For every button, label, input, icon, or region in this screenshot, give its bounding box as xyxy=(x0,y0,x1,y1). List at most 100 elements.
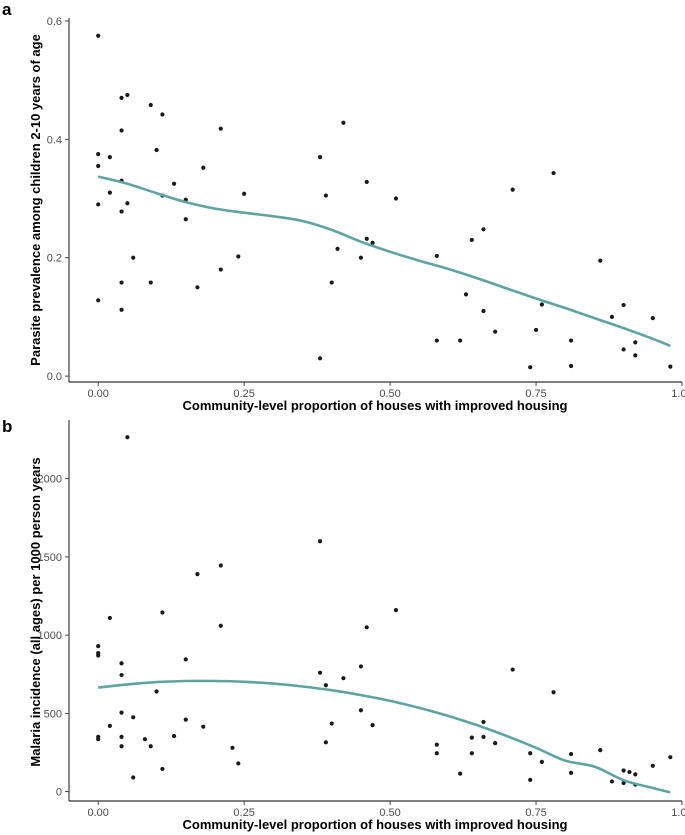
data-point xyxy=(568,363,574,369)
data-point xyxy=(142,737,147,742)
data-point xyxy=(119,209,124,214)
data-point xyxy=(218,623,223,628)
data-point xyxy=(668,364,673,369)
data-point xyxy=(201,724,206,729)
panel-a-points xyxy=(96,33,673,370)
data-point xyxy=(650,315,655,321)
y-tick-label: 500 xyxy=(44,708,62,720)
data-point xyxy=(317,356,323,361)
data-point xyxy=(493,329,498,334)
data-point xyxy=(201,165,206,170)
y-tick-label: 0.4 xyxy=(47,134,62,146)
data-point xyxy=(96,643,101,649)
panel-a-x-axis-title: Community-level proportion of houses wit… xyxy=(183,398,568,413)
data-point xyxy=(621,302,626,308)
data-point xyxy=(551,170,556,176)
data-point xyxy=(568,751,574,757)
x-tick-label: 0.75 xyxy=(525,388,546,400)
data-point xyxy=(510,667,515,672)
data-point xyxy=(358,255,364,260)
data-point xyxy=(458,771,463,776)
data-point xyxy=(195,572,200,577)
data-point xyxy=(364,179,369,185)
data-point xyxy=(627,769,632,775)
data-point xyxy=(393,196,399,201)
panel-a-label: a xyxy=(2,0,12,19)
data-point xyxy=(493,741,498,746)
data-point xyxy=(96,298,101,303)
data-point xyxy=(434,338,439,343)
data-point xyxy=(481,227,486,232)
data-point xyxy=(469,237,474,243)
y-tick-label: 0.2 xyxy=(47,253,62,265)
data-point xyxy=(668,755,673,760)
data-point xyxy=(609,779,615,784)
data-point xyxy=(317,670,323,675)
data-point xyxy=(434,751,439,756)
data-point xyxy=(317,154,323,160)
data-point xyxy=(650,763,655,768)
data-point xyxy=(434,253,439,259)
data-point xyxy=(341,676,346,681)
panel-a: a 0.00 0.25 0.50 0.75 1.00 0.0 0.2 0.4 0.6 Commu… xyxy=(2,0,685,413)
data-point xyxy=(119,661,124,666)
data-point xyxy=(370,240,375,246)
data-point xyxy=(119,128,124,133)
data-point xyxy=(218,563,223,568)
x-tick-label: 0.25 xyxy=(233,388,254,400)
panel-a-ticks: 0.00 0.25 0.50 0.75 1.00 0.0 0.2 0.4 0.6 xyxy=(47,16,685,400)
x-tick-label: 0.75 xyxy=(525,807,546,819)
data-point xyxy=(131,775,136,780)
data-point xyxy=(458,338,463,343)
data-point xyxy=(107,615,112,621)
data-point xyxy=(160,766,165,772)
data-point xyxy=(358,708,364,713)
data-point xyxy=(510,187,515,192)
data-point xyxy=(633,772,638,777)
data-point xyxy=(107,723,112,728)
data-point xyxy=(364,625,369,630)
data-point xyxy=(195,285,200,290)
data-point xyxy=(323,193,328,198)
data-point xyxy=(568,338,574,343)
data-point xyxy=(119,307,124,312)
data-point xyxy=(119,672,124,678)
data-point xyxy=(119,734,124,739)
data-point xyxy=(621,768,626,773)
x-tick-label: 0.00 xyxy=(87,807,108,819)
data-point xyxy=(218,126,223,131)
data-point xyxy=(236,761,241,766)
data-point xyxy=(148,280,153,285)
data-point xyxy=(335,246,340,251)
x-tick-label: 0.25 xyxy=(233,807,254,819)
data-point xyxy=(218,267,223,272)
data-point xyxy=(598,748,603,753)
x-tick-label: 0.50 xyxy=(379,807,400,819)
data-point xyxy=(370,723,375,728)
data-point xyxy=(358,664,364,669)
data-point xyxy=(96,202,101,207)
data-point xyxy=(125,92,130,98)
data-point xyxy=(154,689,159,694)
data-point xyxy=(96,152,101,157)
data-point xyxy=(154,147,159,153)
panel-a-y-axis-title: Parasite prevalence among children 2-10 … xyxy=(28,34,43,366)
data-point xyxy=(236,254,241,259)
data-point xyxy=(323,683,328,688)
data-point xyxy=(131,715,136,720)
data-point xyxy=(481,308,486,314)
data-point xyxy=(119,744,124,749)
data-point xyxy=(119,280,124,285)
data-point xyxy=(598,258,603,263)
data-point xyxy=(171,733,177,739)
data-point xyxy=(528,777,533,782)
x-tick-label: 1.00 xyxy=(671,807,685,819)
data-point xyxy=(341,120,346,125)
panel-b-smooth-line xyxy=(98,679,671,794)
data-point xyxy=(171,181,177,186)
data-point xyxy=(528,365,533,370)
panel-b: b 0.00 0.25 0.50 0.75 1.00 0 500 1000 1500 2000 C… xyxy=(2,417,685,832)
data-point xyxy=(329,721,334,726)
data-point xyxy=(568,770,574,775)
